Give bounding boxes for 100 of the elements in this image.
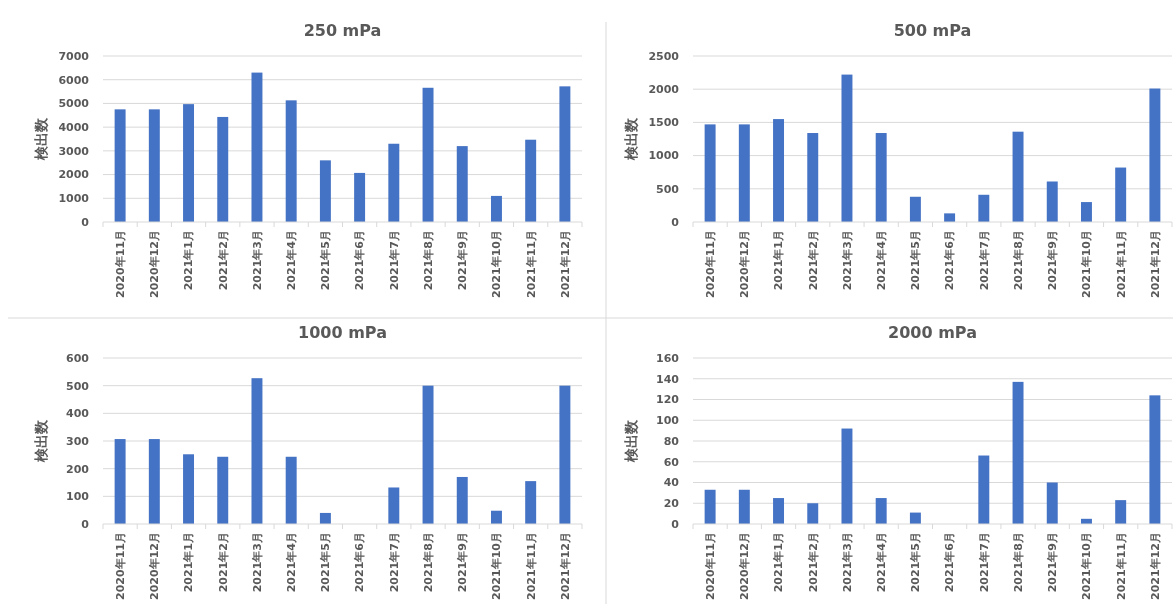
bar [456, 146, 468, 222]
bar [704, 489, 716, 524]
y-tick-label: 160 [656, 351, 680, 365]
x-tick-label: 2021年11月 [1114, 532, 1128, 600]
x-tick-label: 2021年10月 [490, 230, 504, 298]
y-tick-label: 1000 [58, 192, 90, 206]
x-tick-label: 2021年6月 [943, 230, 957, 291]
x-tick-label: 2021年6月 [353, 230, 367, 291]
y-tick-label: 2000 [648, 83, 680, 97]
bar [490, 510, 502, 524]
x-tick-label: 2020年11月 [703, 532, 717, 600]
y-axis-title: 検出数 [33, 419, 49, 463]
x-tick-label: 2021年6月 [353, 532, 367, 593]
y-tick-label: 0 [81, 215, 90, 229]
chart-title: 2000 mPa [888, 323, 977, 342]
bar [1012, 381, 1024, 524]
x-tick-label: 2021年8月 [1011, 532, 1025, 593]
y-tick-label: 7000 [58, 49, 90, 63]
bar [1149, 88, 1161, 222]
bar [490, 195, 502, 222]
x-tick-label: 2021年11月 [1114, 230, 1128, 298]
bar [559, 86, 571, 222]
y-tick-label: 120 [656, 393, 680, 407]
x-tick-label: 2021年7月 [387, 230, 401, 291]
x-tick-label: 2021年12月 [1148, 230, 1162, 298]
bar [319, 512, 331, 524]
bar [1046, 482, 1058, 524]
x-tick-label: 2021年3月 [250, 532, 264, 593]
bar [319, 160, 331, 222]
y-tick-label: 100 [66, 490, 90, 504]
x-tick-label: 2021年4月 [285, 230, 299, 291]
x-tick-label: 2020年12月 [148, 230, 162, 298]
x-tick-label: 2020年12月 [148, 532, 162, 600]
x-tick-label: 2021年4月 [285, 532, 299, 593]
y-tick-label: 100 [656, 414, 680, 428]
bar [148, 109, 160, 222]
bar [251, 72, 263, 222]
x-tick-label: 2021年3月 [840, 230, 854, 291]
bar [422, 385, 434, 524]
x-tick-label: 2021年12月 [1148, 532, 1162, 600]
y-tick-label: 60 [663, 455, 680, 469]
x-tick-label: 2020年12月 [738, 532, 752, 600]
bar [251, 378, 263, 524]
x-tick-label: 2020年11月 [703, 230, 717, 298]
y-tick-label: 600 [66, 351, 90, 365]
bar [217, 116, 229, 222]
chart-title: 1000 mPa [298, 323, 387, 342]
bar [388, 487, 400, 524]
y-tick-label: 200 [66, 462, 90, 476]
x-tick-label: 2021年6月 [943, 532, 957, 593]
x-tick-label: 2021年4月 [875, 532, 889, 593]
bar [875, 498, 887, 524]
bar [559, 385, 571, 524]
y-tick-label: 0 [671, 215, 680, 229]
bar [114, 109, 126, 222]
y-tick-label: 140 [656, 372, 680, 386]
bar [773, 119, 785, 222]
bar [456, 476, 468, 524]
x-tick-label: 2021年10月 [490, 532, 504, 600]
bar [978, 455, 990, 524]
bar [183, 104, 195, 222]
x-tick-label: 2021年2月 [806, 532, 820, 593]
chart-title: 500 mPa [893, 21, 972, 40]
y-tick-label: 3000 [58, 144, 90, 158]
x-tick-label: 2020年11月 [113, 532, 127, 600]
x-tick-label: 2021年1月 [772, 230, 786, 291]
x-tick-label: 2021年2月 [216, 532, 230, 593]
bar [807, 133, 819, 222]
bar [841, 74, 853, 222]
bar [1115, 167, 1127, 222]
x-tick-label: 2021年3月 [250, 230, 264, 291]
bar [1149, 395, 1161, 524]
x-tick-label: 2021年4月 [875, 230, 889, 291]
bar [1080, 202, 1092, 222]
bar [183, 454, 195, 524]
y-tick-label: 500 [66, 379, 90, 393]
bar [388, 143, 400, 222]
x-tick-label: 2021年2月 [806, 230, 820, 291]
x-tick-label: 2020年11月 [113, 230, 127, 298]
x-tick-label: 2021年2月 [216, 230, 230, 291]
bar [354, 172, 366, 222]
x-tick-label: 2021年1月 [182, 230, 196, 291]
x-tick-label: 2021年1月 [772, 532, 786, 593]
x-tick-label: 2021年1月 [182, 532, 196, 593]
bar [773, 498, 785, 524]
y-tick-label: 1000 [648, 149, 680, 163]
y-tick-label: 2500 [648, 49, 680, 63]
bar [1115, 500, 1127, 524]
y-tick-label: 1500 [648, 116, 680, 130]
bar [525, 481, 537, 524]
x-tick-label: 2021年12月 [558, 532, 572, 600]
bar [738, 489, 750, 524]
x-tick-label: 2021年8月 [421, 230, 435, 291]
bar [807, 503, 819, 524]
y-tick-label: 400 [66, 407, 90, 421]
y-tick-label: 0 [671, 517, 680, 531]
bar [841, 428, 853, 524]
bar [978, 194, 990, 222]
y-axis-title: 検出数 [33, 117, 49, 161]
x-tick-label: 2021年9月 [1046, 230, 1060, 291]
